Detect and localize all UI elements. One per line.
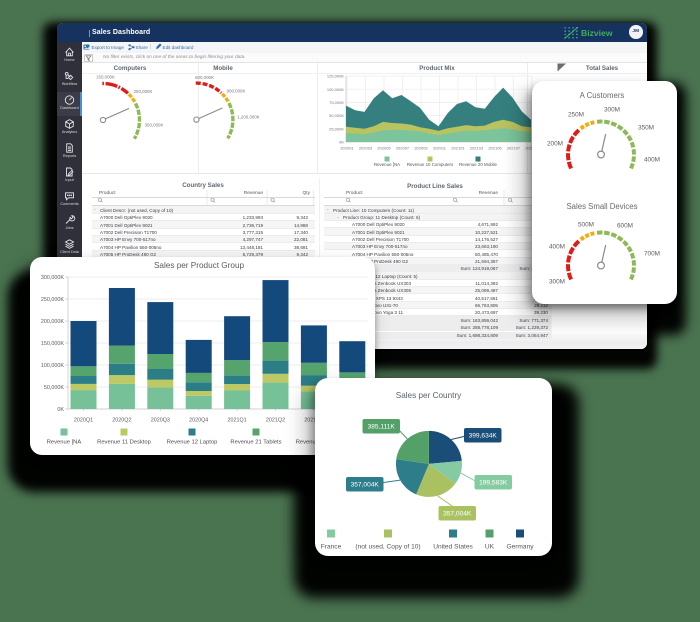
svg-text:202001: 202001 [340,146,354,151]
svg-text:700M: 700M [644,251,660,258]
svg-text:350,000K: 350,000K [145,123,164,128]
svg-text:(not used, Copy of 10): (not used, Copy of 10) [355,544,420,551]
svg-text:100,000K: 100,000K [327,87,344,92]
svg-text:202011: 202011 [433,146,447,151]
svg-text:400M: 400M [644,157,660,164]
svg-text:250,000K: 250,000K [134,89,153,94]
svg-text:Revenue 12 Laptop: Revenue 12 Laptop [167,440,218,446]
svg-text:2021Q1: 2021Q1 [228,418,247,424]
svg-text:75,000K: 75,000K [329,100,344,105]
svg-text:202105: 202105 [488,146,502,151]
svg-text:Germany: Germany [506,544,534,551]
svg-text:Revenue 20 Mobile: Revenue 20 Mobile [459,162,497,167]
svg-text:199,583K: 199,583K [479,480,508,487]
svg-text:2020Q1: 2020Q1 [74,418,93,424]
svg-text:200,000K: 200,000K [41,319,64,325]
svg-text:150,000K: 150,000K [41,341,64,347]
svg-text:2021Q2: 2021Q2 [266,418,285,424]
svg-text:100,000K: 100,000K [41,363,64,369]
svg-text:500M: 500M [578,222,594,229]
svg-text:UK: UK [485,544,495,551]
svg-text:385,111K: 385,111K [368,424,396,431]
svg-text:2020Q4: 2020Q4 [189,418,208,424]
svg-text:250M: 250M [568,112,584,119]
svg-text:Revenue 10 Computers: Revenue 10 Computers [407,162,454,167]
svg-text:900,000K: 900,000K [227,89,246,94]
svg-text:300M: 300M [549,279,565,286]
svg-text:202003: 202003 [359,146,373,151]
svg-text:202101: 202101 [451,146,465,151]
svg-text:Revenue [NA: Revenue [NA [47,440,82,446]
svg-text:202007: 202007 [396,146,410,151]
svg-text:2020Q3: 2020Q3 [151,418,170,424]
svg-text:200M: 200M [547,141,563,148]
svg-text:357,004K: 357,004K [443,511,472,518]
svg-text:600,000K: 600,000K [195,75,214,80]
svg-text:France: France [321,544,342,551]
svg-text:300M: 300M [604,107,620,114]
svg-text:399,634K: 399,634K [469,433,498,440]
svg-text:0K: 0K [339,140,344,145]
svg-text:202103: 202103 [470,146,484,151]
svg-text:Revenue 21 Tablets: Revenue 21 Tablets [230,440,281,446]
svg-text:202009: 202009 [414,146,428,151]
svg-text:202107: 202107 [507,146,521,151]
svg-text:357,004K: 357,004K [351,482,380,489]
svg-text:Revenue [NA: Revenue [NA [374,162,400,167]
svg-text:2021Q3: 2021Q3 [304,418,323,424]
svg-text:0K: 0K [57,407,64,413]
svg-text:50,000K: 50,000K [44,385,64,391]
svg-text:202005: 202005 [377,146,391,151]
svg-text:150,000K: 150,000K [96,75,115,80]
svg-text:2020Q2: 2020Q2 [112,418,131,424]
svg-text:350M: 350M [638,125,654,132]
svg-text:600M: 600M [617,223,633,230]
svg-text:50,000K: 50,000K [329,113,344,118]
svg-text:300,000K: 300,000K [41,275,64,281]
svg-text:400M: 400M [549,244,565,251]
svg-text:United States: United States [433,544,473,551]
svg-text:25,000K: 25,000K [329,126,344,131]
svg-text:Revenue 11 Desktop: Revenue 11 Desktop [97,440,151,446]
svg-text:250,000K: 250,000K [41,297,64,303]
svg-text:1,200,000K: 1,200,000K [237,115,260,120]
svg-text:125,000K: 125,000K [327,74,344,79]
